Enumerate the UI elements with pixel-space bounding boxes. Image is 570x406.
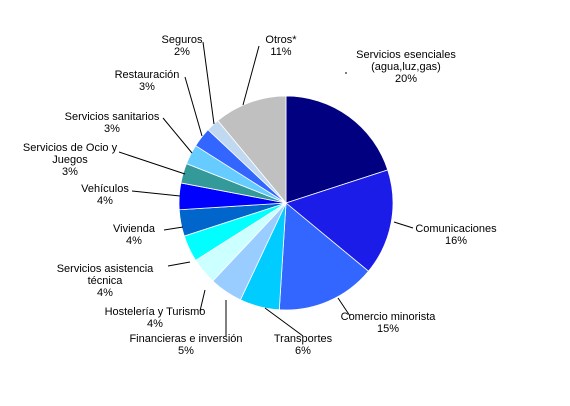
leader-line <box>118 151 186 175</box>
slice-label: Restauración 3% <box>115 69 180 93</box>
slice-label: Seguros 2% <box>162 34 203 58</box>
leader-line <box>163 226 184 231</box>
leader-lines <box>118 41 414 337</box>
slice-label: Servicios asistencia técnica 4% <box>57 263 154 299</box>
leader-line <box>264 307 304 337</box>
leader-line <box>162 117 193 154</box>
slice-label: Comercio minorista 15% <box>341 311 437 335</box>
pie-slice <box>285 169 394 272</box>
slice-label: Servicios sanitarios 3% <box>65 111 160 135</box>
leader-line <box>393 221 414 229</box>
leader-line <box>184 76 203 137</box>
pie-slice <box>285 95 389 204</box>
leader-line <box>337 297 351 317</box>
leader-line <box>131 190 181 197</box>
leader-line <box>242 45 260 106</box>
slice-label: Transportes 6% <box>274 333 333 357</box>
slice-label: Financieras e inversión 5% <box>129 333 242 357</box>
pie-slice <box>278 202 370 311</box>
leader-line <box>167 261 191 267</box>
leader-line <box>202 41 215 125</box>
pie-slice <box>217 95 287 205</box>
slice-label: Servicios de Ocio y Juegos 3% <box>23 142 118 178</box>
slice-label: Hostelería y Turismo 4% <box>105 306 206 330</box>
leader-line <box>199 289 206 312</box>
slice-label: Vivienda 4% <box>113 223 156 247</box>
pie-slices <box>178 95 394 311</box>
slice-label: Comunicaciones 16% <box>415 223 497 247</box>
slice-label: Otros* 11% <box>265 34 297 58</box>
slice-label: Vehículos 4% <box>81 183 129 207</box>
slice-label: Servicios esenciales (agua,luz,gas) 20% <box>356 49 456 85</box>
slice-labels: Servicios esenciales (agua,luz,gas) 20% Com… <box>23 34 497 357</box>
